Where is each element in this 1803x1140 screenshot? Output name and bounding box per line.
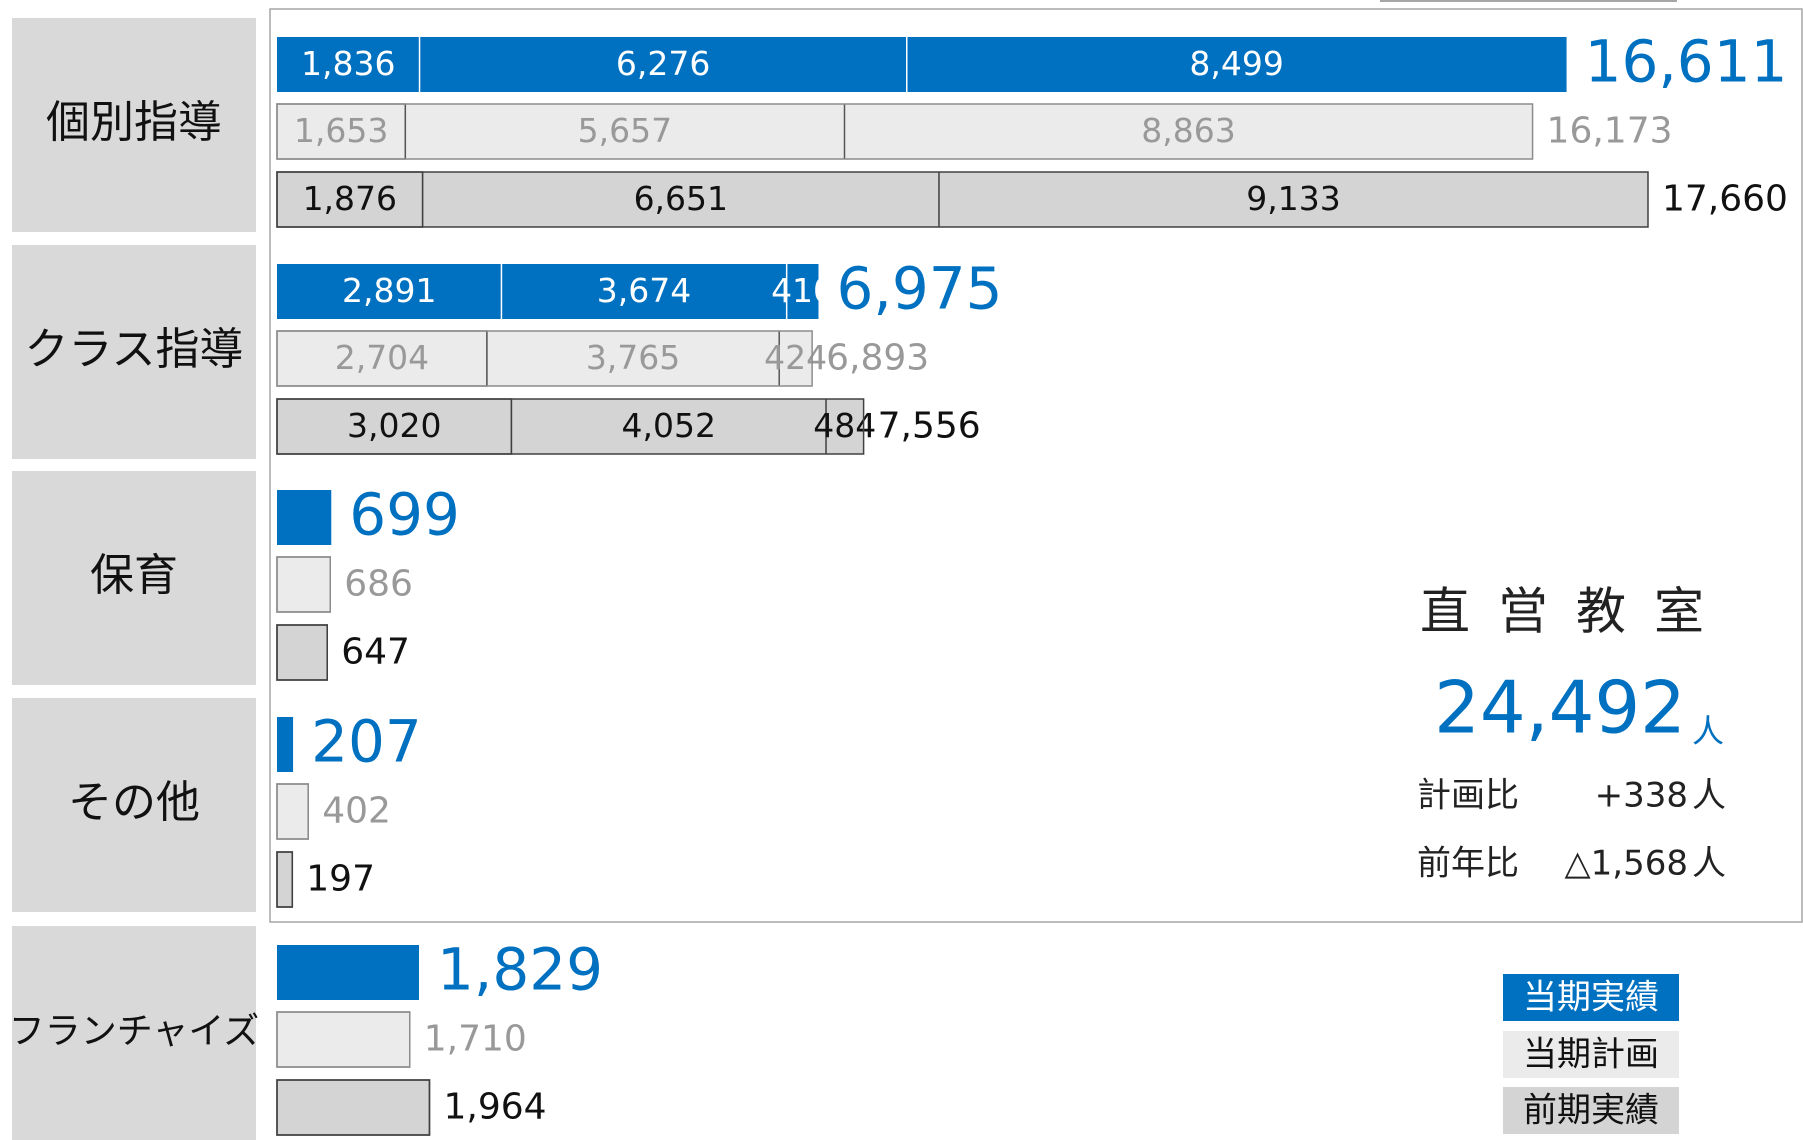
bar-segment bbox=[419, 37, 907, 92]
bar-segment bbox=[938, 172, 1648, 227]
total-label: 6,975 bbox=[836, 255, 1002, 323]
segment-label: 2,704 bbox=[335, 338, 429, 377]
total-label: 1,829 bbox=[437, 936, 603, 1004]
bar-outline bbox=[276, 851, 294, 908]
bar-outline bbox=[276, 330, 813, 387]
category-label: 個別指導 bbox=[46, 97, 222, 148]
direct-frame bbox=[269, 8, 1803, 923]
bar-segment bbox=[277, 490, 332, 545]
bar-segment bbox=[501, 264, 787, 319]
legend-label: 当期計画 bbox=[1523, 1035, 1659, 1075]
bar-segment bbox=[422, 172, 939, 227]
segment-label: 484 bbox=[813, 406, 876, 445]
summary-row-label: 前年比 bbox=[1417, 844, 1519, 884]
segment-label: 8,863 bbox=[1141, 111, 1235, 150]
category-box bbox=[12, 18, 256, 232]
bar-outline bbox=[276, 556, 332, 613]
bar-segment bbox=[277, 717, 294, 772]
bar-outline bbox=[276, 171, 1649, 228]
category-box bbox=[12, 245, 256, 459]
segment-label: 424 bbox=[764, 338, 827, 377]
segment-label: 8,499 bbox=[1189, 44, 1283, 83]
bar-segment bbox=[276, 1079, 431, 1136]
category-label: その他 bbox=[68, 777, 200, 828]
category-box bbox=[12, 471, 256, 685]
segment-label: 3,020 bbox=[347, 406, 441, 445]
summary-unit: 人 bbox=[1692, 712, 1724, 750]
legend-swatch bbox=[1503, 1087, 1679, 1134]
segment-label: 3,765 bbox=[586, 338, 680, 377]
bar-segment bbox=[405, 104, 845, 159]
category-box bbox=[12, 926, 256, 1140]
summary-row-unit: 人 bbox=[1692, 844, 1726, 884]
summary-title: 直営教室 bbox=[1420, 583, 1732, 641]
summary-row-unit: 人 bbox=[1692, 776, 1726, 816]
bar-outline bbox=[276, 624, 328, 681]
segment-label: 2,891 bbox=[342, 271, 436, 310]
segment-label: 1,876 bbox=[303, 179, 397, 218]
bar-segment bbox=[276, 330, 488, 387]
total-label: 402 bbox=[322, 791, 391, 832]
segment-label: 1,836 bbox=[301, 44, 395, 83]
total-label: 197 bbox=[306, 859, 375, 900]
segment-label: 4,052 bbox=[621, 406, 715, 445]
bar-outline bbox=[276, 1011, 411, 1068]
segment-label: 3,674 bbox=[597, 271, 691, 310]
total-label: 699 bbox=[349, 481, 460, 549]
bar-outline bbox=[276, 103, 1534, 160]
total-label: 1,964 bbox=[443, 1087, 546, 1128]
bar-segment bbox=[277, 37, 420, 92]
total-label: 16,611 bbox=[1585, 28, 1788, 96]
total-label: 6,893 bbox=[826, 338, 929, 379]
bar-segment bbox=[276, 851, 294, 908]
bar-segment bbox=[276, 1011, 411, 1068]
bar-segment bbox=[786, 264, 819, 319]
legend-label: 前期実績 bbox=[1523, 1091, 1659, 1131]
total-label: 207 bbox=[311, 708, 422, 776]
summary-total: 24,492 bbox=[1434, 666, 1686, 750]
bar-outline bbox=[276, 398, 865, 455]
bar-segment bbox=[906, 37, 1567, 92]
bar-segment bbox=[486, 331, 780, 386]
total-label: 7,556 bbox=[878, 406, 981, 447]
bar-segment bbox=[844, 104, 1533, 159]
total-label: 17,660 bbox=[1662, 179, 1788, 220]
category-label: フランチャイズ bbox=[9, 1011, 260, 1052]
legend-swatch bbox=[1503, 974, 1679, 1021]
category-box bbox=[12, 698, 256, 912]
segment-label: 5,657 bbox=[578, 111, 672, 150]
bar-segment bbox=[511, 399, 827, 454]
summary-row-value: +338 bbox=[1595, 776, 1688, 816]
summary-row-label: 計画比 bbox=[1417, 776, 1519, 816]
bar-segment bbox=[276, 783, 309, 840]
bar-outline bbox=[276, 1079, 431, 1136]
summary-row-value: △1,568 bbox=[1565, 844, 1688, 884]
category-label: 保育 bbox=[90, 550, 178, 601]
segment-label: 1,653 bbox=[294, 111, 388, 150]
segment-label: 9,133 bbox=[1246, 179, 1340, 218]
total-label: 686 bbox=[344, 564, 413, 605]
bar-segment bbox=[276, 624, 328, 681]
bar-segment bbox=[277, 264, 502, 319]
segment-label: 6,651 bbox=[634, 179, 728, 218]
total-label: 1,710 bbox=[424, 1019, 527, 1060]
total-label: 647 bbox=[341, 632, 410, 673]
segment-label: 6,276 bbox=[616, 44, 710, 83]
category-label: クラス指導 bbox=[24, 324, 243, 375]
bar-segment bbox=[276, 556, 332, 613]
legend-swatch bbox=[1503, 1031, 1679, 1078]
bar-segment bbox=[277, 945, 419, 1000]
bar-outline bbox=[276, 783, 309, 840]
total-label: 16,173 bbox=[1547, 111, 1673, 152]
bar-segment bbox=[826, 399, 864, 454]
legend-label: 当期実績 bbox=[1523, 978, 1659, 1018]
segment-label: 410 bbox=[771, 271, 834, 310]
bar-segment bbox=[779, 331, 813, 386]
